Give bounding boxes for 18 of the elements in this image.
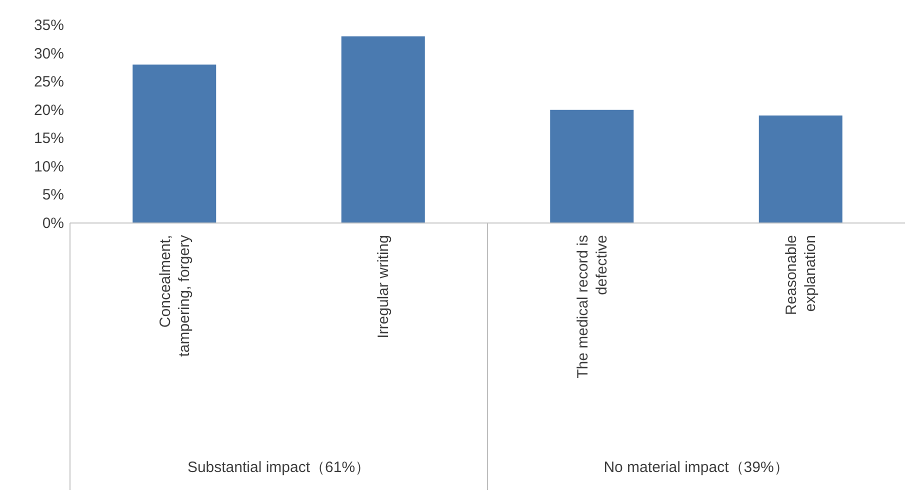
y-tick-label: 10% xyxy=(34,158,64,176)
bar xyxy=(132,64,216,223)
text: Substantial impact（61%） xyxy=(187,459,370,476)
y-tick-label: 25% xyxy=(34,74,64,91)
x-tick-label: Reasonable explanation xyxy=(783,235,820,316)
x-tick-label: Irregular writing xyxy=(375,235,392,338)
y-tick-label: 15% xyxy=(34,130,64,148)
y-tick-label: 30% xyxy=(34,45,64,62)
y-tick-label: 0% xyxy=(42,215,64,232)
x-tick-label: The medical record is defective xyxy=(574,235,610,378)
bar xyxy=(341,36,425,223)
text: No material impact（39%） xyxy=(604,459,789,476)
bar xyxy=(550,110,634,223)
x-tick-label: Concealment, tampering, forgery xyxy=(156,234,193,357)
y-tick-label: 20% xyxy=(34,102,64,119)
y-tick-label: 35% xyxy=(34,17,64,34)
y-tick-label: 5% xyxy=(42,186,64,204)
bar xyxy=(758,116,842,223)
